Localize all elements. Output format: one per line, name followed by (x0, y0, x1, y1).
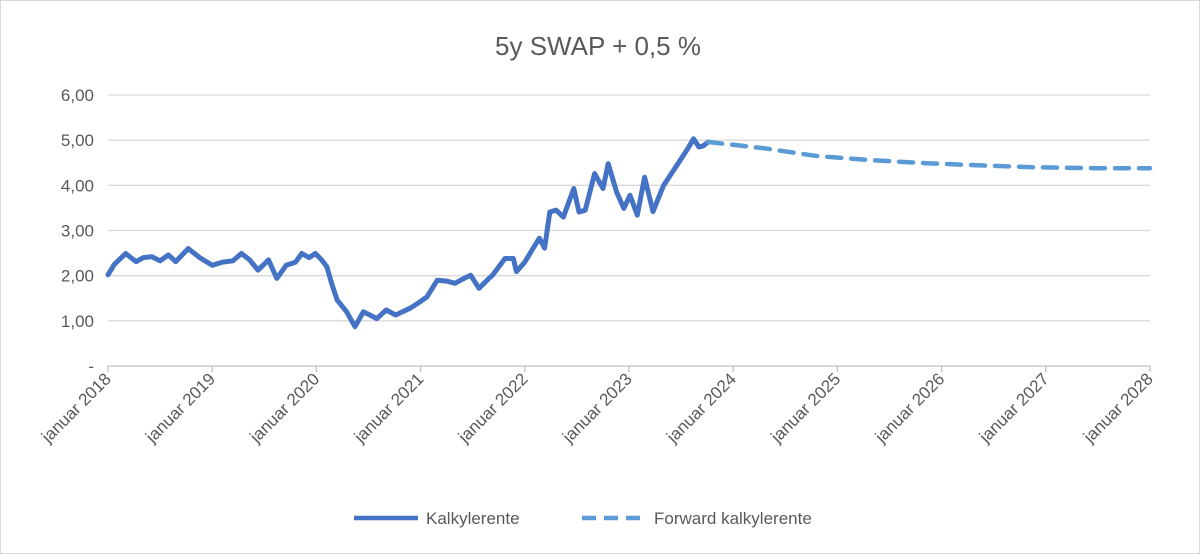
x-tick-label: januar 2025 (767, 369, 845, 447)
x-tick-label: januar 2028 (1079, 369, 1157, 447)
y-tick-label: - (88, 357, 94, 376)
chart-title: 5y SWAP + 0,5 % (495, 31, 701, 61)
x-axis-labels: januar 2018 januar 2019 januar 2020 januar … (37, 366, 1157, 447)
x-tick-label: januar 2023 (558, 369, 636, 447)
series-line-kalkylerente (105, 136, 711, 330)
y-tick-label: 5,00 (61, 131, 94, 150)
y-tick-label: 2,00 (61, 267, 94, 286)
y-tick-label: 3,00 (61, 222, 94, 241)
x-tick-label: januar 2021 (350, 369, 428, 447)
x-tick-label: januar 2020 (246, 369, 324, 447)
legend-label: Forward kalkylerente (654, 509, 812, 528)
x-tick-label: januar 2018 (37, 369, 115, 447)
y-tick-label: 4,00 (61, 176, 94, 195)
x-tick-label: januar 2024 (662, 369, 740, 447)
x-tick-label: januar 2027 (975, 369, 1053, 447)
legend: Kalkylerente Forward kalkylerente (354, 509, 812, 528)
x-tick-label: januar 2019 (141, 369, 219, 447)
y-tick-label: 6,00 (61, 86, 94, 105)
series-lines (105, 136, 1153, 330)
x-tick-label: januar 2022 (454, 369, 532, 447)
gridlines (108, 94, 1150, 367)
series-line-forward-kalkylerente (705, 139, 1153, 171)
legend-label: Kalkylerente (426, 509, 520, 528)
y-axis-labels: - 1,00 2,00 3,00 4,00 5,00 6,00 (61, 86, 94, 376)
y-tick-label: 1,00 (61, 312, 94, 331)
x-tick-label: januar 2026 (871, 369, 949, 447)
